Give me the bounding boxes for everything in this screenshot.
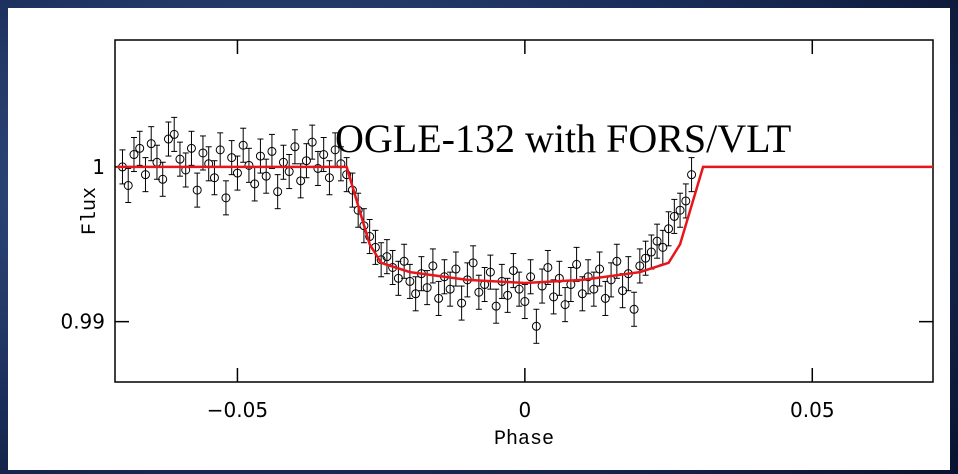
data-point (140, 170, 150, 180)
data-point (531, 321, 541, 331)
data-point (399, 256, 409, 266)
data-point (186, 143, 196, 153)
data-point (129, 150, 139, 160)
data-point (526, 272, 536, 282)
data-point (175, 154, 185, 164)
data-point (514, 284, 524, 294)
data-point (209, 173, 219, 183)
data-point (687, 170, 697, 180)
y-tick-label: 0.99 (60, 310, 105, 334)
data-point (434, 293, 444, 303)
data-point (669, 211, 679, 221)
data-point (301, 156, 311, 166)
data-point (307, 137, 317, 147)
data-point (411, 289, 421, 299)
data-point (675, 205, 685, 215)
data-point (595, 264, 605, 274)
data-point (635, 261, 645, 271)
annotation: OGLE-132 with FORS/VLT (335, 116, 791, 161)
data-point (646, 247, 656, 257)
data-point (238, 140, 248, 150)
data-point (641, 253, 651, 263)
data-point (549, 292, 559, 302)
data-point (658, 242, 668, 252)
data-point (503, 290, 513, 300)
data-point (600, 293, 610, 303)
data-point (135, 143, 145, 153)
data-point (163, 134, 173, 144)
data-point (474, 287, 484, 297)
data-point (681, 196, 691, 206)
data-point (330, 145, 340, 155)
data-point (232, 168, 242, 178)
x-tick-label: 0.05 (790, 398, 835, 422)
data-point (324, 173, 334, 183)
data-point (267, 146, 277, 156)
data-point (457, 298, 467, 308)
data-point (313, 163, 323, 173)
data-point (382, 252, 392, 262)
data-point (221, 193, 231, 203)
data-point (198, 148, 208, 158)
data-point (422, 283, 432, 293)
y-axis-label: Flux (79, 187, 102, 235)
data-point (560, 300, 570, 310)
data-point (508, 266, 518, 276)
figure-panel (8, 8, 950, 470)
data-point (451, 264, 461, 274)
data-point (468, 258, 478, 268)
data-point (445, 284, 455, 294)
data-point (428, 261, 438, 271)
data-point (261, 171, 271, 181)
data-point (543, 262, 553, 272)
data-point (296, 176, 306, 186)
data-point (255, 151, 265, 161)
data-point (123, 180, 133, 190)
model-line (116, 165, 933, 285)
data-point (572, 259, 582, 269)
data-point (629, 304, 639, 314)
data-point (227, 153, 237, 163)
data-point (664, 224, 674, 234)
data-point (319, 150, 329, 160)
x-tick-label: −0.05 (207, 398, 268, 422)
x-axis-label: Phase (494, 428, 554, 451)
data-point (520, 297, 530, 307)
data-point (485, 267, 495, 277)
data-point (250, 179, 260, 189)
data-point (169, 129, 179, 139)
data-point (290, 142, 300, 152)
data-point (215, 145, 225, 155)
y-tick-label: 1 (92, 155, 105, 179)
data-point (146, 139, 156, 149)
data-point (491, 301, 501, 311)
plot-frame (114, 39, 934, 383)
data-point (244, 160, 254, 170)
data-point (192, 185, 202, 195)
data-point (612, 256, 622, 266)
data-point (583, 272, 593, 282)
data-point (158, 174, 168, 184)
data-point (652, 236, 662, 246)
data-point (589, 284, 599, 294)
data-point (405, 276, 415, 286)
data-point (273, 187, 283, 197)
x-tick-label: 0 (518, 398, 531, 422)
